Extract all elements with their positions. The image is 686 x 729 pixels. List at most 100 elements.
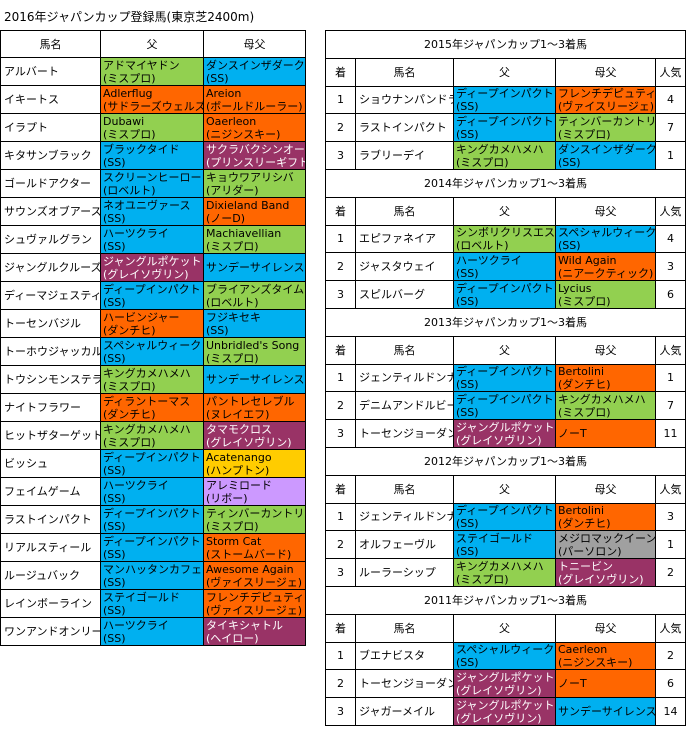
damsire-cell: タイキシャトル (ヘイロー): [203, 617, 306, 646]
damsire-cell: サクラバクシンオー (プリンスリーギフト): [203, 141, 306, 170]
damsire-cell: キングカメハメハ (ミスプロ): [555, 391, 656, 421]
header-cell: 母父: [555, 474, 656, 504]
popularity-cell: 2: [655, 641, 686, 671]
sire-cell: ハーツクライ (SS): [453, 252, 556, 282]
popularity-cell-text: 2: [667, 649, 674, 663]
popularity-cell: 3: [655, 252, 686, 282]
rank-cell-text: 3: [337, 427, 344, 441]
horse-name: ディープインパクト: [456, 114, 554, 128]
lineage: (ヘイロー): [206, 631, 259, 645]
rank-cell-text: 3: [337, 566, 344, 580]
header-cell: 馬名: [355, 474, 454, 504]
horse-name: Dixieland Band: [206, 198, 290, 212]
sire-cell: ディープインパクト (SS): [453, 391, 556, 421]
horse-name: Machiavellian: [206, 226, 282, 240]
horse-cell: ジェンティルドンナ: [355, 363, 454, 393]
header-cell: 着: [325, 335, 356, 365]
sire-cell: ハービンジャー (ダンチヒ): [100, 309, 204, 338]
lineage: (ミスプロ): [558, 294, 611, 308]
block-title-text: 2015年ジャパンカップ1～3着馬: [424, 37, 587, 51]
popularity-cell-text: 3: [667, 510, 674, 524]
lineage: (ダンチヒ): [558, 377, 611, 391]
header-cell: 着: [325, 613, 356, 643]
horse-cell: ジャガーメイル: [355, 697, 454, 726]
rank-cell: 2: [325, 669, 356, 699]
horse-cell: フェイムゲーム: [0, 477, 101, 506]
horse-cell-text: ラストインパクト: [4, 513, 92, 526]
popularity-cell: 1: [655, 141, 686, 170]
header-cell-text: 父: [499, 343, 510, 357]
rank-cell-text: 1: [337, 232, 344, 246]
lineage: (ニアークティック): [558, 266, 654, 280]
rank-cell: 2: [325, 391, 356, 421]
horse-name: ブライアンズタイム: [206, 282, 305, 296]
header-cell: 母父: [555, 196, 656, 226]
sire-cell: スペシャルウィーク (SS): [100, 337, 204, 366]
header-cell-text: 父: [499, 65, 510, 79]
sire-cell: ジャングルポケット (グレイソヴリン): [453, 669, 556, 699]
damsire-cell: フジキセキ (SS): [203, 309, 306, 338]
lineage: (SS): [456, 544, 479, 558]
horse-cell: ショウナンパンドラ: [355, 85, 454, 115]
block-title: 2014年ジャパンカップ1～3着馬: [325, 169, 686, 198]
horse-name: ブラックタイド: [103, 142, 180, 156]
rank-cell: 3: [325, 697, 356, 726]
header-cell: 人気: [655, 613, 686, 643]
sire-cell: スクリーンヒーロー (ロベルト): [100, 169, 204, 198]
horse-name: サクラバクシンオー: [206, 142, 305, 156]
header-cell-text: 母父: [594, 621, 617, 635]
damsire-cell: Areion (ボールドルーラー): [203, 85, 306, 114]
sire-cell: ジャングルポケット (グレイソヴリン): [453, 419, 556, 448]
block-title: 2015年ジャパンカップ1～3着馬: [325, 30, 686, 59]
header-cell-text: 母父: [594, 65, 617, 79]
horse-name: Wild Again: [558, 253, 617, 267]
popularity-cell: 2: [655, 558, 686, 587]
header-cell: 馬名: [355, 335, 454, 365]
horse-cell: ジャングルクルーズ: [0, 253, 101, 282]
horse-name: Oaerleon: [206, 114, 257, 128]
horse-cell-text: エピファネイア: [359, 232, 436, 246]
lineage: (SS): [103, 211, 126, 225]
header-cell-text: 着: [335, 621, 346, 635]
header-cell: 着: [325, 196, 356, 226]
horse-name: フレンチデピュティ: [206, 590, 305, 604]
lineage: (ミスプロ): [103, 127, 156, 141]
horse-cell-text: イキートス: [4, 93, 59, 106]
horse-name: ジャングルポケット: [456, 670, 555, 684]
horse-name: Adlerflug: [103, 86, 153, 100]
horse-cell: キタサンブラック: [0, 141, 101, 170]
rank-cell: 3: [325, 141, 356, 170]
lineage: (ニジンスキー): [558, 655, 633, 669]
horse-name: ディープインパクト: [456, 86, 554, 100]
lineage: (SS): [103, 463, 126, 477]
sire-cell: ブラックタイド (SS): [100, 141, 204, 170]
horse-name: サンデーサイレンス: [206, 261, 305, 274]
rank-cell-text: 1: [337, 649, 344, 663]
header-cell-text: 父: [146, 37, 158, 51]
horse-cell-text: シュヴァルグラン: [4, 233, 92, 246]
horse-name: Caerleon: [558, 642, 608, 656]
lineage: (SS): [558, 155, 581, 169]
header-cell: 母父: [203, 30, 306, 58]
header-cell-text: 人気: [659, 65, 682, 79]
horse-name: シンボリクリスエス: [456, 225, 555, 239]
horse-name: Dubawi: [103, 114, 145, 128]
horse-cell-text: ビッシュ: [4, 457, 48, 470]
horse-cell: ラストインパクト: [0, 505, 101, 534]
horse-cell-text: ゴールドアクター: [4, 177, 92, 190]
popularity-cell: 1: [655, 363, 686, 393]
popularity-cell-text: 14: [663, 705, 678, 719]
sire-cell: ディープインパクト (SS): [453, 113, 556, 143]
header-cell-text: 母父: [594, 482, 617, 496]
horse-cell-text: イラプト: [4, 121, 48, 134]
horse-name: サンデーサイレンス: [206, 373, 305, 386]
sire-cell: キングカメハメハ (ミスプロ): [100, 365, 204, 394]
horse-name: スペシャルウィーク: [558, 225, 656, 239]
lineage: (SS): [103, 575, 126, 589]
horse-cell-text: ジャングルクルーズ: [4, 261, 101, 274]
sire-cell: キングカメハメハ (ミスプロ): [453, 558, 556, 587]
block-title: 2011年ジャパンカップ1～3着馬: [325, 586, 686, 615]
horse-cell-text: キタサンブラック: [4, 149, 92, 162]
damsire-cell: ダンスインザダーク (SS): [203, 57, 306, 86]
horse-name: マンハッタンカフェ: [103, 562, 202, 576]
